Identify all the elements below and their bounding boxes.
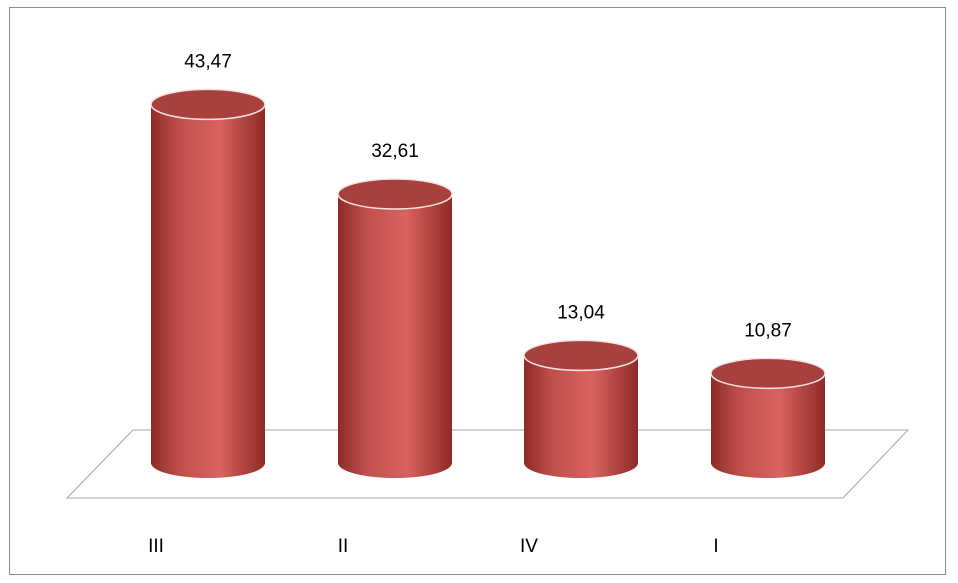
data-label: 43,47 [184, 51, 232, 72]
x-tick-label: III [148, 536, 164, 557]
bar-III [150, 88, 266, 478]
data-label: 32,61 [371, 141, 419, 162]
bar-body [524, 355, 638, 478]
data-label: 10,87 [744, 320, 792, 341]
data-label: 13,04 [557, 302, 605, 323]
x-tick-label: IV [520, 536, 538, 557]
bar-II [337, 178, 453, 478]
bar-top [150, 88, 266, 121]
bar-top [337, 178, 453, 210]
bar-I [710, 357, 826, 478]
bar-body [338, 193, 452, 478]
x-tick-label: II [338, 536, 349, 557]
bar-top [523, 339, 639, 372]
bar-body [711, 373, 825, 478]
x-tick-label: I [713, 536, 718, 557]
bar-top [710, 357, 826, 390]
bar-body [151, 104, 265, 478]
floor-plane [65, 429, 910, 499]
bar-IV [523, 339, 639, 478]
